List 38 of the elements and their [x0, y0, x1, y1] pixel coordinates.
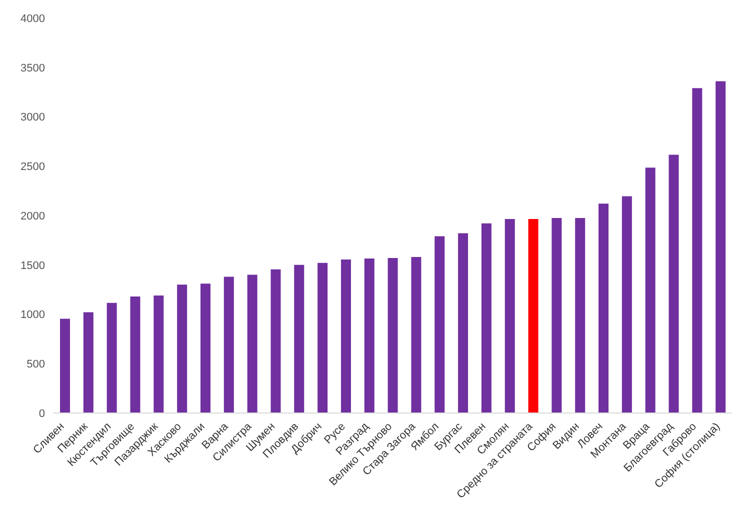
bar: [83, 312, 94, 413]
y-tick-label: 4000: [20, 12, 45, 25]
bar: [458, 233, 468, 413]
bar: [106, 302, 117, 413]
bar: [294, 264, 304, 413]
y-tick-label: 500: [26, 358, 45, 371]
y-tick-label: 2000: [20, 210, 45, 222]
bar: [200, 284, 210, 413]
bar: [528, 218, 538, 413]
bar: [716, 81, 726, 413]
y-tick-label: 0: [38, 408, 45, 420]
y-tick-label: 3500: [20, 62, 45, 74]
bar: [504, 218, 515, 413]
bar: [434, 236, 445, 413]
y-tick-label: 2500: [20, 161, 45, 174]
bar: [668, 154, 679, 413]
bar: [364, 258, 374, 413]
bar: [60, 318, 70, 413]
bar: [177, 284, 188, 413]
y-tick-label: 3000: [20, 112, 45, 124]
y-tick-label: 1000: [20, 309, 45, 322]
bar: [552, 218, 562, 413]
y-tick-label: 1500: [20, 260, 45, 272]
bar: [130, 296, 140, 413]
bar: [411, 256, 422, 413]
bar: [645, 168, 656, 413]
bar: [154, 295, 164, 413]
bar: [318, 262, 328, 413]
bar: [622, 196, 632, 413]
bar: [224, 276, 234, 413]
bar: [270, 269, 281, 413]
bar: [598, 204, 609, 413]
bar: [692, 88, 702, 413]
bar: [575, 218, 586, 413]
bar: [340, 259, 351, 413]
bar: [481, 223, 492, 413]
bar: [247, 274, 258, 413]
bar: [388, 258, 398, 413]
